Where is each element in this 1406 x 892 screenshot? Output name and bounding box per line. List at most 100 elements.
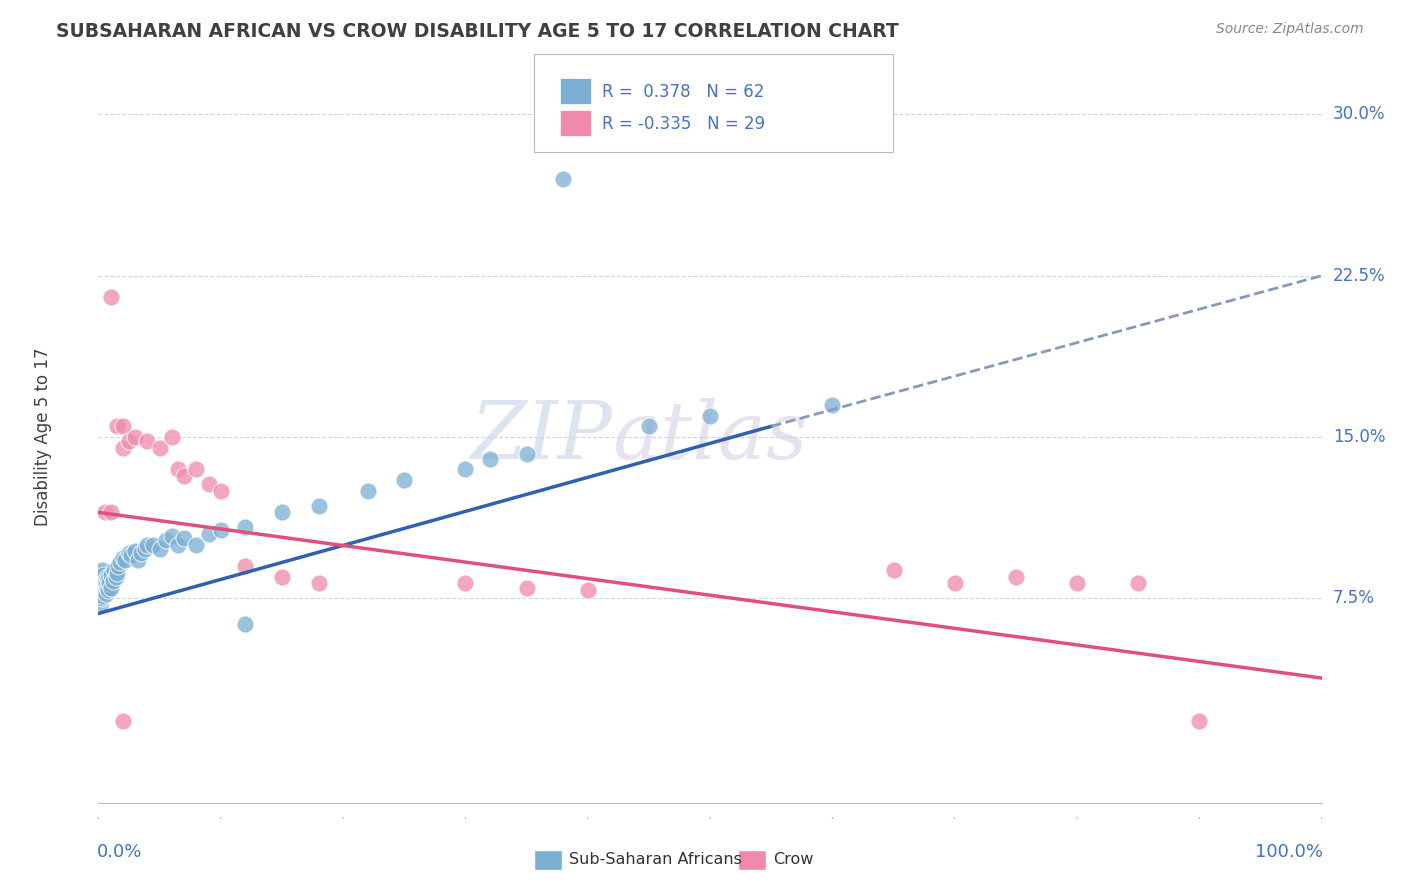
Point: [120, 549, 142, 563]
Point: [883, 564, 905, 578]
Point: [209, 483, 232, 498]
Point: [129, 546, 152, 560]
Text: 15.0%: 15.0%: [1333, 428, 1385, 446]
Text: Sub-Saharan Africans: Sub-Saharan Africans: [569, 853, 742, 867]
Point: [515, 581, 537, 595]
Point: [637, 419, 661, 434]
Point: [90, 576, 112, 591]
Point: [105, 419, 128, 434]
Point: [167, 462, 190, 476]
Point: [142, 538, 165, 552]
Point: [1066, 576, 1088, 591]
Point: [136, 434, 159, 449]
Text: 30.0%: 30.0%: [1333, 105, 1385, 123]
Point: [111, 441, 134, 455]
Text: SUBSAHARAN AFRICAN VS CROW DISABILITY AGE 5 TO 17 CORRELATION CHART: SUBSAHARAN AFRICAN VS CROW DISABILITY AG…: [56, 22, 898, 41]
Point: [308, 576, 330, 591]
Point: [90, 596, 112, 610]
Text: 100.0%: 100.0%: [1256, 843, 1323, 861]
Point: [101, 574, 124, 589]
Point: [173, 531, 195, 545]
Point: [111, 550, 134, 565]
Text: atlas: atlas: [612, 399, 807, 475]
Point: [97, 582, 120, 597]
Point: [134, 541, 156, 556]
Point: [1128, 576, 1150, 591]
Point: [197, 477, 219, 491]
Point: [149, 441, 172, 455]
Point: [186, 538, 208, 552]
Point: [1004, 570, 1026, 584]
Point: [167, 538, 190, 552]
Text: 7.5%: 7.5%: [1333, 590, 1375, 607]
Point: [149, 541, 172, 556]
Point: [96, 570, 118, 584]
Point: [124, 544, 146, 558]
Point: [515, 447, 537, 461]
Text: Source: ZipAtlas.com: Source: ZipAtlas.com: [1216, 22, 1364, 37]
Point: [90, 566, 112, 580]
Point: [100, 581, 122, 595]
Point: [308, 499, 330, 513]
Point: [94, 576, 117, 591]
Point: [197, 527, 219, 541]
Point: [90, 585, 112, 599]
Point: [94, 587, 117, 601]
Point: [100, 567, 122, 582]
Point: [233, 559, 256, 574]
Point: [699, 409, 721, 423]
Point: [91, 589, 114, 603]
Point: [107, 559, 129, 574]
Point: [124, 430, 146, 444]
Point: [943, 576, 966, 591]
Point: [233, 617, 256, 632]
Point: [98, 576, 121, 591]
Point: [111, 419, 134, 434]
Point: [270, 505, 294, 519]
Point: [821, 398, 844, 412]
Point: [1188, 714, 1211, 728]
Text: R = -0.335   N = 29: R = -0.335 N = 29: [602, 115, 765, 133]
Point: [114, 552, 136, 566]
Text: 22.5%: 22.5%: [1333, 267, 1385, 285]
Point: [91, 574, 114, 589]
Point: [478, 451, 501, 466]
Point: [89, 581, 111, 595]
Text: 0.0%: 0.0%: [97, 843, 142, 861]
Point: [155, 533, 177, 548]
Point: [89, 591, 111, 606]
Point: [111, 714, 134, 728]
Point: [136, 538, 159, 552]
Point: [105, 566, 128, 580]
Point: [576, 582, 599, 597]
Point: [233, 520, 256, 534]
Point: [93, 574, 115, 589]
Point: [100, 505, 122, 519]
Point: [173, 468, 195, 483]
Point: [118, 434, 141, 449]
Point: [127, 552, 149, 566]
Point: [356, 483, 378, 498]
Point: [110, 555, 132, 569]
Point: [91, 564, 114, 578]
Point: [160, 529, 183, 543]
Point: [104, 570, 127, 584]
Point: [93, 505, 115, 519]
Point: [160, 430, 183, 444]
Point: [454, 576, 477, 591]
Point: [100, 290, 122, 304]
Point: [91, 578, 114, 592]
Point: [392, 473, 416, 487]
Point: [118, 546, 141, 560]
Text: Disability Age 5 to 17: Disability Age 5 to 17: [34, 348, 52, 526]
Point: [270, 570, 294, 584]
Point: [103, 564, 125, 578]
Point: [186, 462, 208, 476]
Point: [454, 462, 477, 476]
Point: [553, 172, 575, 186]
Point: [97, 572, 120, 586]
Text: Crow: Crow: [773, 853, 814, 867]
Point: [91, 567, 114, 582]
Text: R =  0.378   N = 62: R = 0.378 N = 62: [602, 83, 763, 101]
Point: [93, 585, 115, 599]
